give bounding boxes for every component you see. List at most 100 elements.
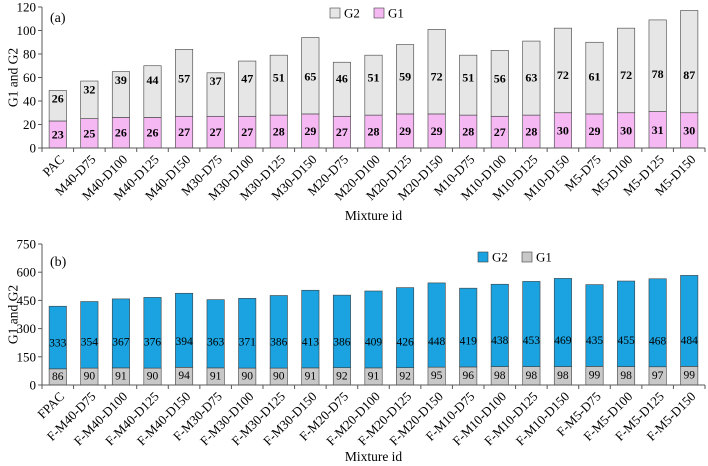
bar-g2-f-m5-d150 bbox=[680, 275, 699, 367]
y-axis-title: G1 and G2 bbox=[6, 48, 21, 107]
value-label-g1-m5-d75: 29 bbox=[589, 124, 601, 138]
value-label-g2-f-m20-d125: 426 bbox=[396, 336, 414, 348]
bar-g2-m5-d125 bbox=[648, 19, 667, 112]
y-tick-label: 0 bbox=[30, 141, 37, 156]
value-label-g1-m40-d125: 26 bbox=[147, 126, 159, 140]
value-label-g1-m40-d75: 25 bbox=[83, 126, 95, 140]
bar-g2-m30-d150 bbox=[301, 37, 320, 115]
y-tick-label: 450 bbox=[17, 293, 37, 308]
bar-g2-m30-d125 bbox=[269, 54, 288, 116]
value-label-g2-m5-d100: 72 bbox=[620, 68, 632, 82]
bar-g2-m5-d150 bbox=[680, 10, 699, 114]
y-tick-label: 0 bbox=[30, 378, 37, 393]
value-label-g2-f-m30-d100: 371 bbox=[239, 337, 257, 349]
y-tick-label: 40 bbox=[23, 94, 36, 109]
bar-g2-m10-d75 bbox=[459, 54, 478, 116]
bar-g2-f-m5-d100 bbox=[617, 280, 636, 367]
value-label-g2-m30-d125: 51 bbox=[273, 71, 285, 85]
value-label-g1-m30-d125: 28 bbox=[273, 125, 285, 139]
legend-swatch-g2 bbox=[329, 7, 341, 19]
value-label-g2-m10-d100: 56 bbox=[494, 72, 506, 86]
bar-g2-f-m20-d125 bbox=[396, 287, 415, 369]
legend-swatch-g1 bbox=[373, 7, 385, 19]
bar-g2-f-m5-d125 bbox=[648, 278, 667, 368]
legend-swatch-g1 bbox=[521, 251, 533, 263]
value-label-g2-f-m30-d125: 386 bbox=[270, 337, 288, 349]
value-label-g2-m20-d125: 59 bbox=[399, 69, 411, 83]
bar-g2-m20-d125 bbox=[396, 44, 415, 115]
value-label-g2-f-m5-d75: 435 bbox=[586, 335, 604, 347]
bar-g2-f-m40-d100 bbox=[111, 298, 130, 369]
bar-g2-f-m30-d75 bbox=[206, 299, 225, 369]
chart-panel-b: 015030045060075086333FPAC90354F-M40-D759… bbox=[6, 237, 706, 464]
value-label-g1-f-m20-d100: 91 bbox=[368, 370, 380, 382]
value-label-g2-f-m30-d75: 363 bbox=[207, 337, 225, 349]
value-label-g2-m10-d75: 51 bbox=[462, 71, 474, 85]
value-label-g1-m20-d75: 27 bbox=[336, 125, 348, 139]
y-tick-label: 300 bbox=[17, 321, 37, 336]
bar-g2-f-m20-d150 bbox=[427, 282, 446, 368]
value-label-g1-m40-d100: 26 bbox=[115, 126, 127, 140]
value-label-g1-m30-d75: 27 bbox=[210, 125, 222, 139]
value-label-g1-f-m5-d125: 97 bbox=[652, 370, 664, 382]
value-label-g1-f-m40-d75: 90 bbox=[84, 371, 96, 383]
value-label-g2-m5-d125: 78 bbox=[652, 67, 664, 81]
value-label-g2-f-m10-d75: 419 bbox=[460, 336, 478, 348]
bar-g2-f-m20-d100 bbox=[364, 290, 383, 369]
y-tick-label: 150 bbox=[17, 349, 37, 364]
value-label-g2-f-m10-d150: 469 bbox=[554, 335, 572, 347]
bar-g2-f-m20-d75 bbox=[332, 294, 351, 369]
value-label-g1-m5-d125: 31 bbox=[652, 123, 664, 137]
bar-g2-f-m40-d75 bbox=[80, 301, 99, 369]
panel-label: (a) bbox=[50, 11, 66, 26]
y-tick-label: 600 bbox=[17, 265, 37, 280]
value-label-g1-fpac: 86 bbox=[52, 371, 64, 383]
value-label-g2-f-m5-d100: 455 bbox=[617, 335, 635, 347]
value-label-g1-m20-d125: 29 bbox=[399, 124, 411, 138]
value-label-g2-f-m40-d150: 394 bbox=[175, 336, 193, 348]
value-label-g1-m5-d100: 30 bbox=[620, 123, 632, 137]
value-label-g1-f-m10-d100: 98 bbox=[494, 370, 506, 382]
value-label-g2-m5-d75: 61 bbox=[589, 69, 601, 83]
bar-g2-f-m30-d125 bbox=[269, 295, 288, 369]
bar-g2-m20-d100 bbox=[364, 54, 383, 116]
bar-g2-f-m30-d150 bbox=[301, 289, 320, 369]
value-label-g1-f-m20-d150: 95 bbox=[431, 370, 443, 382]
value-label-g2-pac: 26 bbox=[52, 92, 64, 106]
bar-g2-f-m30-d100 bbox=[238, 298, 257, 369]
value-label-g1-m5-d150: 30 bbox=[683, 123, 695, 137]
bar-g2-m30-d75 bbox=[206, 72, 225, 117]
bar-g2-m20-d75 bbox=[332, 61, 351, 117]
value-label-g1-m20-d150: 29 bbox=[431, 124, 443, 138]
bar-g2-f-m10-d100 bbox=[490, 283, 509, 367]
value-label-g1-f-m10-d150: 98 bbox=[557, 370, 569, 382]
value-label-g1-m10-d100: 27 bbox=[494, 125, 506, 139]
y-tick-label: 750 bbox=[17, 237, 37, 252]
value-label-g1-f-m30-d75: 91 bbox=[210, 370, 222, 382]
value-label-g2-f-m30-d150: 413 bbox=[302, 337, 320, 349]
bar-g2-m40-d150 bbox=[175, 48, 194, 117]
value-label-g1-m10-d125: 28 bbox=[525, 125, 537, 139]
y-tick-label: 20 bbox=[23, 117, 36, 132]
value-label-g1-f-m20-d125: 92 bbox=[399, 370, 411, 382]
value-label-g2-m20-d150: 72 bbox=[431, 69, 443, 83]
legend-swatch-g2 bbox=[477, 251, 489, 263]
value-label-g2-m40-d150: 57 bbox=[178, 72, 190, 86]
bar-g2-f-m10-d150 bbox=[553, 278, 572, 367]
value-label-g2-f-m5-d150: 484 bbox=[681, 335, 699, 347]
bar-g2-m20-d150 bbox=[427, 29, 446, 115]
y-tick-label: 80 bbox=[23, 47, 36, 62]
y-tick-label: 60 bbox=[23, 70, 36, 85]
bar-g2-fpac bbox=[48, 305, 67, 370]
y-tick-label: 120 bbox=[17, 0, 37, 15]
value-label-g1-f-m30-d150: 91 bbox=[305, 370, 317, 382]
value-label-g1-f-m30-d100: 90 bbox=[241, 371, 253, 383]
bar-g2-m40-d125 bbox=[143, 65, 162, 118]
value-label-g1-f-m10-d125: 98 bbox=[526, 370, 538, 382]
value-label-g1-f-m5-d100: 98 bbox=[620, 370, 632, 382]
value-label-g2-f-m10-d100: 438 bbox=[491, 335, 509, 347]
legend-label-g2: G2 bbox=[344, 6, 360, 21]
value-label-g2-m10-d125: 63 bbox=[525, 71, 537, 85]
value-label-g1-f-m40-d150: 94 bbox=[178, 370, 190, 382]
